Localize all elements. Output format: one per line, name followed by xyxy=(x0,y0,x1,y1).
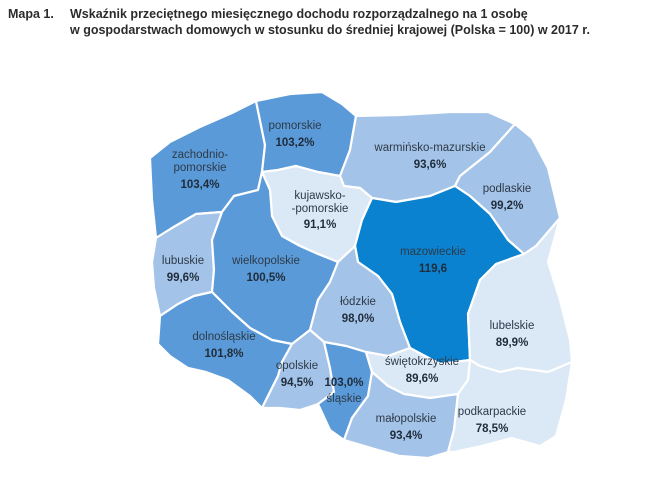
region-name: wielkopolskie xyxy=(231,255,300,267)
region-name: pomorskie xyxy=(173,162,226,174)
region-value: 119,6 xyxy=(419,263,447,275)
region-name: -pomorskie xyxy=(292,203,349,215)
map-number: Mapa 1. xyxy=(8,7,54,21)
region-name: łódzkie xyxy=(340,296,376,308)
region-name: lubelskie xyxy=(490,320,535,332)
region-name: małopolskie xyxy=(376,413,437,425)
label-swietokrzyskie: świętokrzyskie 89,6% xyxy=(385,356,459,385)
label-warminsko-mazurskie: warmińsko-mazurskie 93,6% xyxy=(373,142,485,171)
label-pomorskie: pomorskie 103,2% xyxy=(268,120,321,149)
label-malopolskie: małopolskie 93,4% xyxy=(376,413,437,442)
label-lubelskie: lubelskie 89,9% xyxy=(490,320,535,349)
region-value: 99,2% xyxy=(491,200,524,212)
region-value: 91,1% xyxy=(304,219,337,231)
region-name: mazowieckie xyxy=(400,246,466,258)
label-slaskie: 103,0% śląskie xyxy=(324,377,363,405)
region-value: 89,9% xyxy=(496,337,529,349)
region-value: 98,0% xyxy=(342,313,375,325)
region-name: zachodnio- xyxy=(172,149,228,161)
region-value: 89,6% xyxy=(406,373,439,385)
region-name: opolskie xyxy=(276,360,318,372)
label-lubuskie: lubuskie 99,6% xyxy=(162,255,204,284)
region-value: 100,5% xyxy=(246,272,285,284)
region-value: 99,6% xyxy=(167,272,200,284)
region-value: 103,0% xyxy=(324,377,363,389)
map-title-line-2: w gospodarstwach domowych w stosunku do … xyxy=(70,23,590,37)
region-value: 93,4% xyxy=(390,430,423,442)
region-name: podkarpackie xyxy=(458,406,526,418)
region-value: 93,6% xyxy=(414,159,447,171)
region-podkarpackie xyxy=(446,358,574,454)
label-lodzkie: łódzkie 98,0% xyxy=(340,296,376,325)
label-podlaskie: podlaskie 99,2% xyxy=(483,183,532,212)
region-value: 103,2% xyxy=(275,137,314,149)
label-wielkopolskie: wielkopolskie 100,5% xyxy=(231,255,300,284)
label-podkarpackie: podkarpackie 78,5% xyxy=(458,406,526,435)
region-name: dolnośląskie xyxy=(192,331,255,343)
region-name: świętokrzyskie xyxy=(385,356,459,368)
region-value: 101,8% xyxy=(204,348,243,360)
region-name: podlaskie xyxy=(483,183,532,195)
region-name: lubuskie xyxy=(162,255,204,267)
label-kujawsko-pomorskie: kujawsko- -pomorskie 91,1% xyxy=(292,190,349,231)
label-opolskie: opolskie 94,5% xyxy=(276,360,318,389)
region-name: pomorskie xyxy=(268,120,321,132)
region-name: śląskie xyxy=(326,393,361,405)
label-dolnoslaskie: dolnośląskie 101,8% xyxy=(192,331,255,360)
region-name: warmińsko-mazurskie xyxy=(373,142,485,154)
map-title-line-1: Wskaźnik przeciętnego miesięcznego docho… xyxy=(70,7,528,21)
region-name: kujawsko- xyxy=(294,190,345,202)
label-zachodniopomorskie: zachodnio- pomorskie 103,4% xyxy=(172,149,228,191)
region-value: 94,5% xyxy=(281,377,314,389)
region-pomorskie xyxy=(254,90,358,178)
map-caption: Mapa 1. Wskaźnik przeciętnego miesięczneg… xyxy=(8,6,638,38)
region-value: 78,5% xyxy=(476,423,509,435)
region-value: 103,4% xyxy=(180,179,219,191)
label-mazowieckie: mazowieckie 119,6 xyxy=(400,246,466,275)
